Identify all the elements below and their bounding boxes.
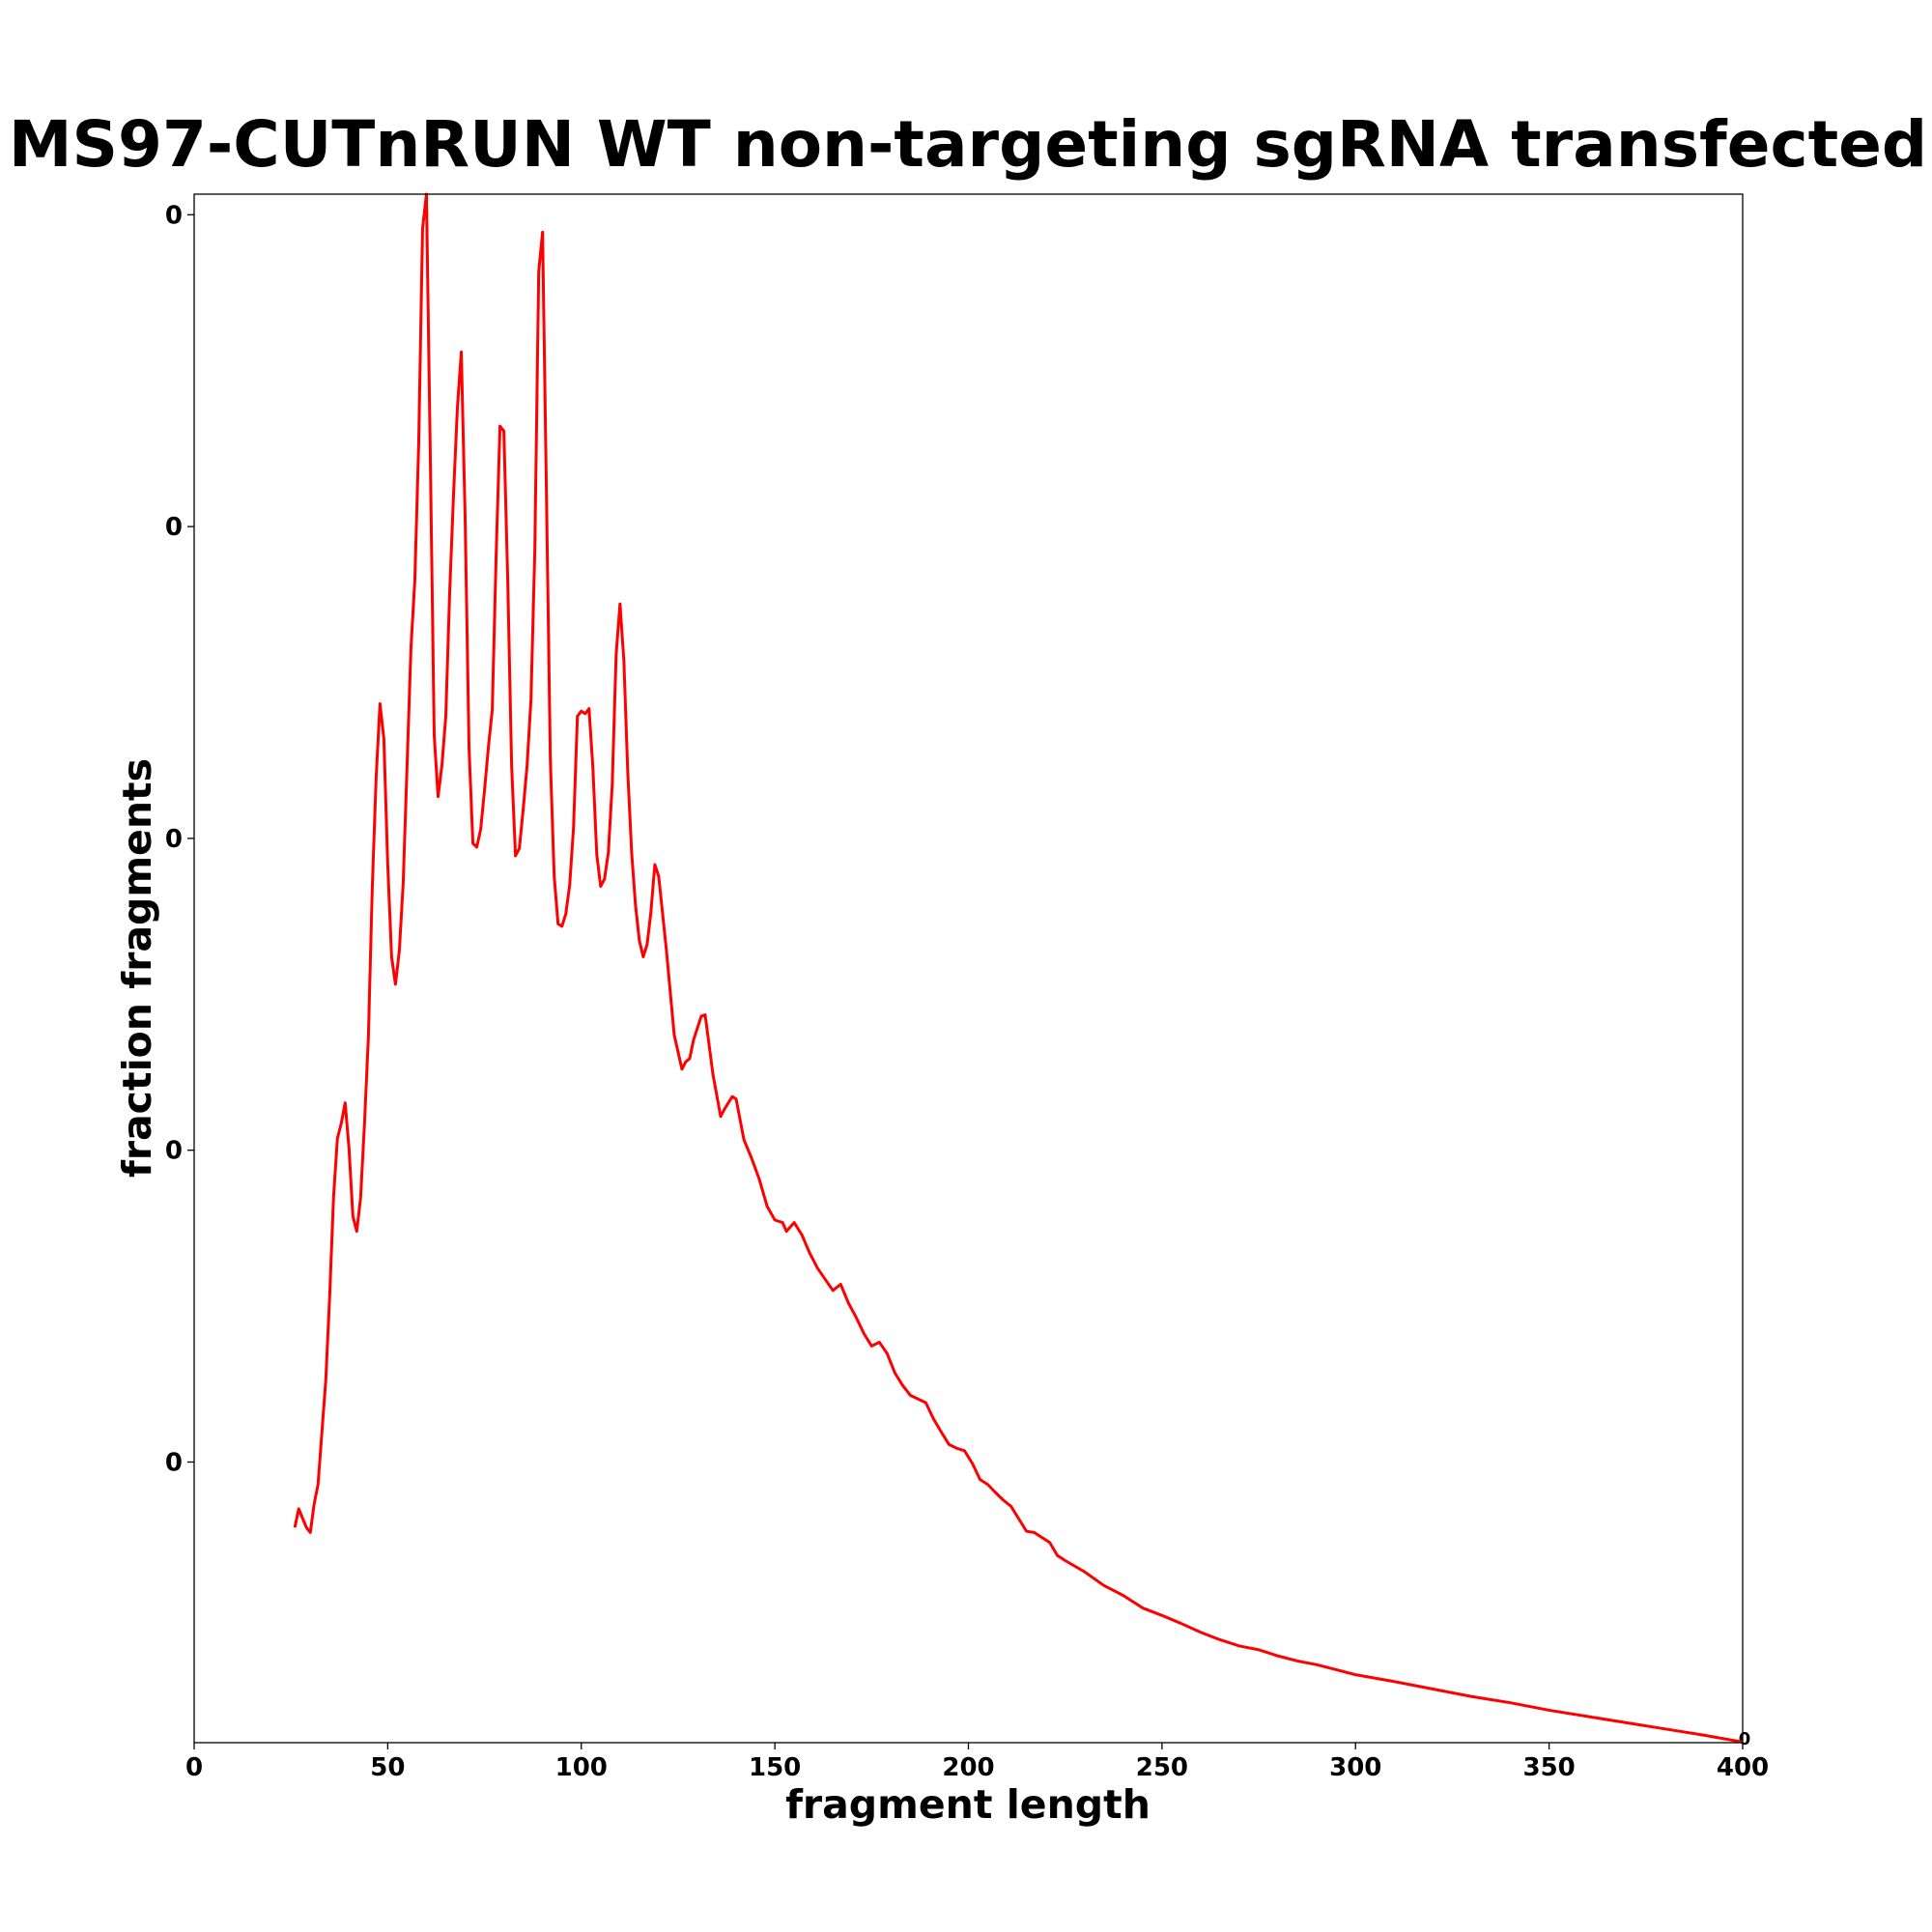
plot-frame [193, 193, 1744, 1744]
x-tick-label: 400 [1717, 1753, 1769, 1782]
y-tick-label: 0 [165, 1137, 183, 1166]
x-tick-label: 150 [749, 1753, 801, 1782]
x-tick-label: 350 [1522, 1753, 1575, 1782]
x-tick-label: 50 [370, 1753, 405, 1782]
x-axis-label: fragment length [785, 1781, 1151, 1828]
x-tick-label: 0 [185, 1753, 203, 1782]
chart-title: MS97-CUTnRUN WT non-targeting sgRNA tran… [9, 107, 1927, 182]
y-axis-label: fraction fragments [114, 758, 160, 1178]
y-tick-label: 0 [165, 825, 183, 854]
y-tick-label: 0 [165, 201, 183, 230]
offset-text: 0 [1739, 1729, 1751, 1749]
x-tick-label: 200 [942, 1753, 994, 1782]
y-tick-label: 0 [165, 513, 183, 542]
x-tick-label: 250 [1136, 1753, 1188, 1782]
data-line [293, 192, 1744, 1744]
x-tick-label: 100 [555, 1753, 608, 1782]
x-tick-label: 300 [1329, 1753, 1381, 1782]
y-tick-label: 0 [165, 1448, 183, 1477]
